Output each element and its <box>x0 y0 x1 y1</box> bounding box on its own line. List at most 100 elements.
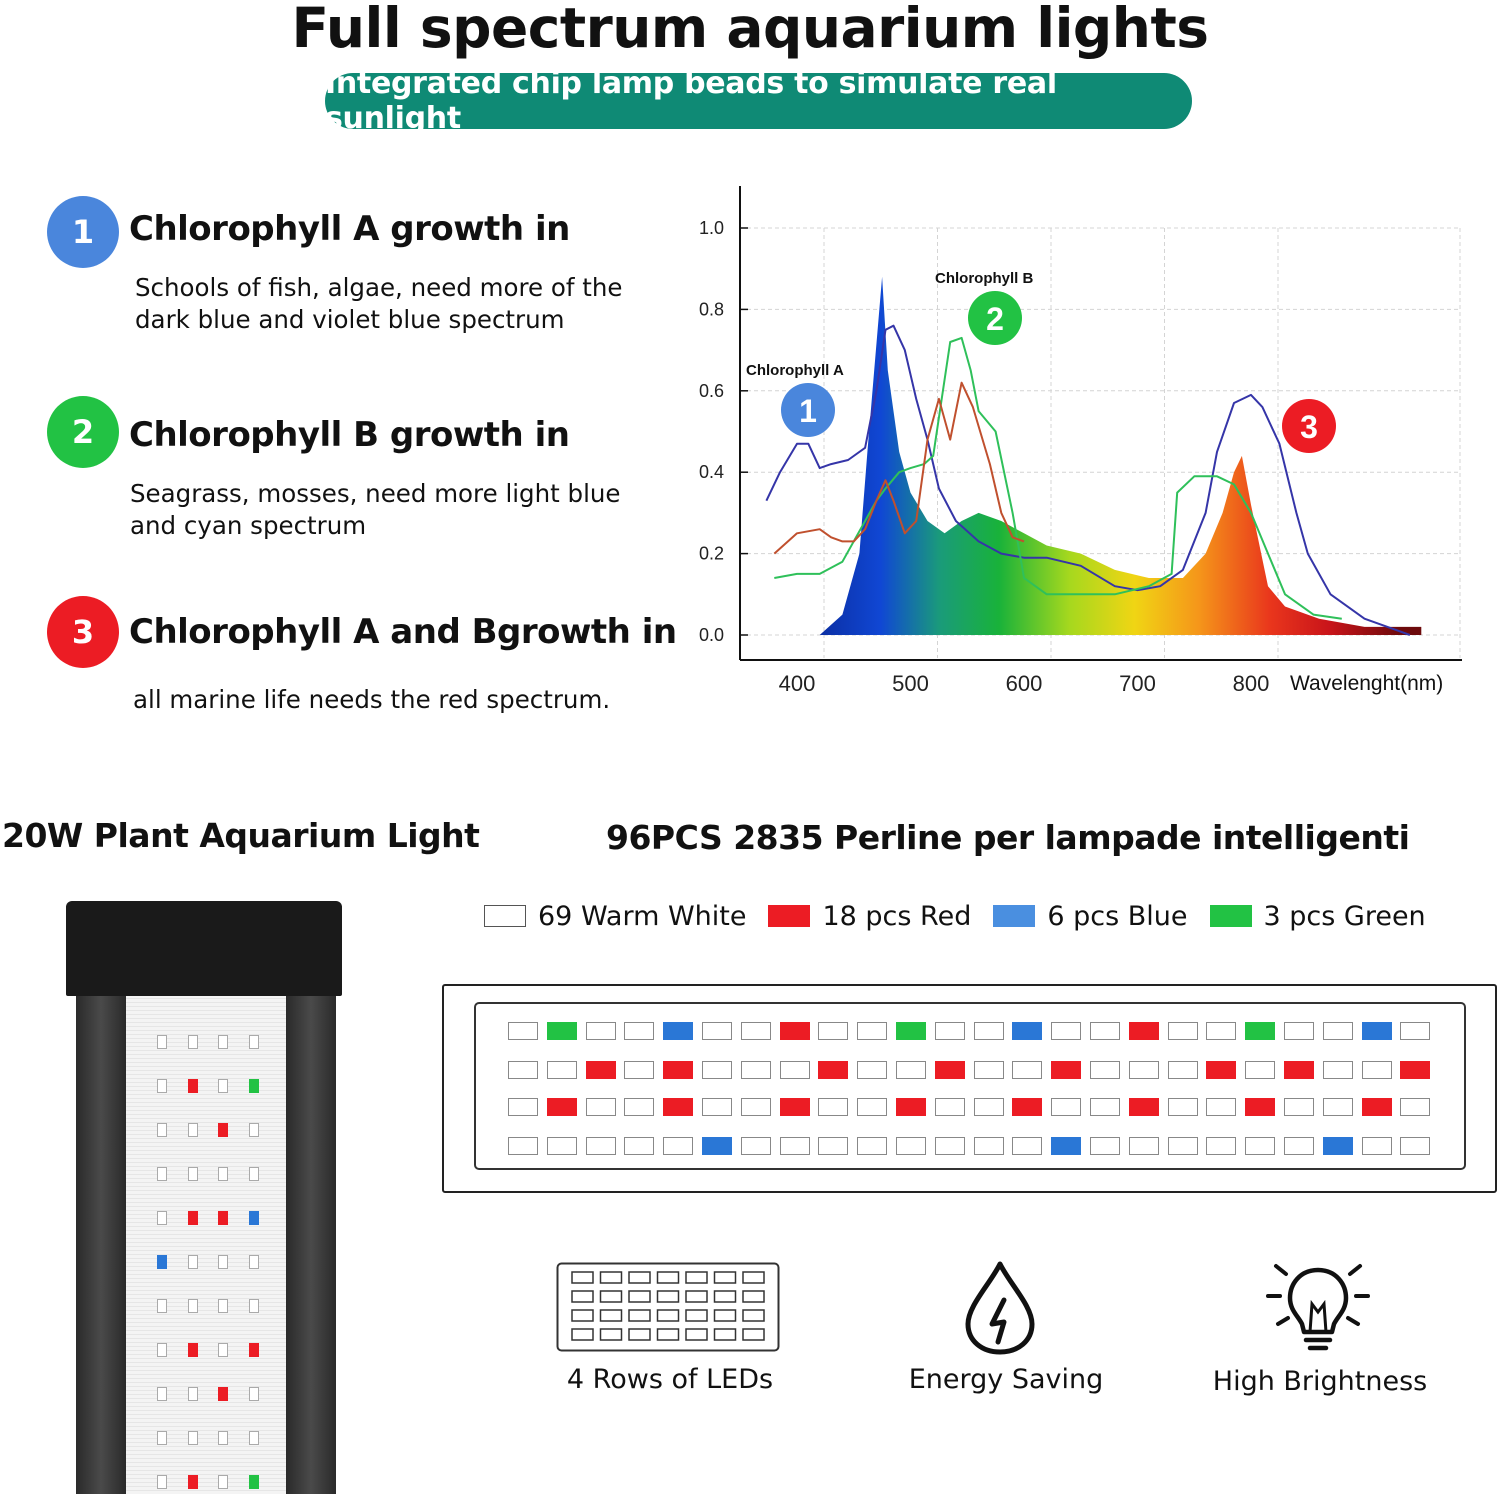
spectrum-chart: 0.0 0.2 0.4 0.6 0.8 1.0 400 500 600 700 800 Wavele… <box>699 186 1462 696</box>
spectrum-area <box>819 276 1422 635</box>
series-line-1 <box>765 324 1411 636</box>
y-tick-label: 0.8 <box>699 299 724 319</box>
led-chip <box>1361 1022 1392 1040</box>
lamp-end-cap <box>66 901 342 996</box>
led-chip <box>1284 1061 1314 1079</box>
legend-swatch-white <box>484 905 526 927</box>
led-chip <box>1012 1098 1043 1116</box>
led-chip <box>546 1137 577 1155</box>
icon-led-cell <box>599 1271 623 1284</box>
lamp-led <box>218 1079 228 1093</box>
lamp-led <box>157 1255 167 1269</box>
annotation-badge-1: 1 <box>799 393 817 429</box>
led-chip <box>1322 1022 1353 1040</box>
feature-1-badge: 1 <box>47 196 119 268</box>
energy-saving-icon <box>965 1261 1035 1355</box>
legend-swatch-red <box>768 905 811 927</box>
feature-3-heading: Chlorophyll A and Bgrowth in <box>129 612 677 652</box>
legend-green: 3 pcs Green <box>1209 901 1426 932</box>
led-chip <box>896 1022 926 1040</box>
annotation-badge-3-circle <box>1282 399 1336 453</box>
lamp-led <box>157 1387 167 1401</box>
led-chip <box>1128 1061 1159 1079</box>
led-chip <box>973 1061 1004 1079</box>
led-chip <box>1090 1061 1120 1079</box>
icon-led-cell <box>656 1271 680 1284</box>
page-title: Full spectrum aquarium lights <box>291 0 1209 60</box>
led-legend: 69 Warm White 18 pcs Red 6 pcs Blue 3 pc… <box>484 898 1448 934</box>
feature-3-text: all marine life needs the red spectrum. <box>133 685 611 714</box>
icon-led-cell <box>742 1309 765 1322</box>
led-chip <box>740 1137 771 1155</box>
led-chip <box>1284 1022 1314 1040</box>
led-chip <box>857 1022 888 1040</box>
lamp-led <box>187 1475 198 1489</box>
lamp-led <box>157 1299 167 1313</box>
led-section-heading: 96PCS 2835 Perline per lampade intellige… <box>606 818 1410 857</box>
lamp-led <box>218 1123 228 1137</box>
led-chip <box>934 1098 965 1116</box>
led-chip <box>546 1022 577 1040</box>
led-chip <box>1206 1022 1237 1040</box>
led-chip <box>857 1137 888 1155</box>
lamp-led-panel <box>126 996 286 1494</box>
x-tick-label: 600 <box>1006 671 1043 696</box>
lamp-led <box>157 1343 167 1357</box>
led-chip <box>1361 1061 1392 1079</box>
y-tick-label: 0.0 <box>699 625 724 645</box>
x-tick-label: 400 <box>779 671 816 696</box>
chart-ticks: 0.0 0.2 0.4 0.6 0.8 1.0 400 500 600 700 800 <box>699 218 1269 696</box>
led-chip <box>1245 1098 1276 1116</box>
lamp-led <box>157 1211 167 1225</box>
legend-blue: 6 pcs Blue <box>993 900 1188 932</box>
x-tick-label: 700 <box>1119 671 1156 696</box>
lamp-edge-left <box>76 994 126 1494</box>
legend-label-red: 18 pcs Red <box>822 900 972 932</box>
icon-led-cell <box>571 1328 594 1341</box>
lamp-led <box>187 1211 198 1225</box>
led-chip <box>779 1022 810 1040</box>
led-chip <box>663 1137 694 1155</box>
icon-led-cell <box>685 1271 708 1284</box>
annotation-badge-2: 2 <box>986 301 1004 337</box>
led-chip <box>1206 1137 1237 1155</box>
led-chip <box>740 1098 771 1116</box>
feature-1-heading: Chlorophyll A growth in <box>129 209 570 249</box>
icon-led-cell <box>656 1328 680 1341</box>
led-chip <box>624 1022 655 1040</box>
y-tick-label: 0.4 <box>699 462 724 482</box>
legend-label-blue: 6 pcs Blue <box>1047 900 1188 932</box>
led-chip <box>1167 1137 1198 1155</box>
led-chip <box>1090 1022 1120 1040</box>
led-chip <box>779 1061 810 1079</box>
lamp-led <box>187 1299 198 1313</box>
led-chip <box>1012 1022 1043 1040</box>
icon-led-cell <box>656 1290 680 1303</box>
high-brightness-label: High Brightness <box>1212 1366 1428 1397</box>
led-chip <box>508 1137 538 1155</box>
led-strip-board <box>474 1002 1466 1170</box>
led-chip <box>1245 1061 1276 1079</box>
icon-led-cell <box>713 1309 737 1322</box>
feature-3-number: 3 <box>71 613 95 651</box>
feature-1-text: Schools of fish, algae, need more of the… <box>135 273 623 334</box>
led-chip <box>934 1061 965 1079</box>
lamp-led <box>218 1035 228 1049</box>
led-chip <box>779 1098 810 1116</box>
icon-led-cell <box>628 1271 651 1284</box>
led-chip <box>818 1022 849 1040</box>
led-chip <box>973 1022 1004 1040</box>
subtitle-banner: Integrated chip lamp beads to simulate r… <box>325 66 1192 136</box>
led-rows-icon <box>556 1262 780 1352</box>
lamp-led <box>248 1299 259 1313</box>
led-chip <box>896 1061 926 1079</box>
icon-led-cell <box>685 1290 708 1303</box>
led-chip <box>1322 1098 1353 1116</box>
lamp-led <box>157 1035 167 1049</box>
icon-led-cell <box>685 1328 708 1341</box>
legend-swatch-blue <box>993 905 1036 927</box>
led-chip <box>896 1098 926 1116</box>
led-chip <box>585 1098 616 1116</box>
lamp-led <box>187 1079 198 1093</box>
icon-led-cell <box>571 1271 594 1284</box>
